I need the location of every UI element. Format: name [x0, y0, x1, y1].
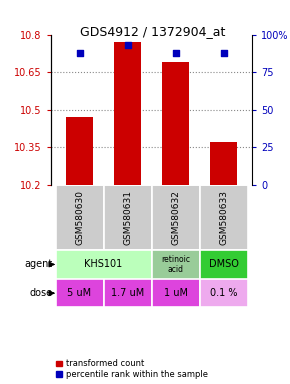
- Text: DMSO: DMSO: [209, 260, 238, 270]
- Bar: [152, 279, 200, 307]
- Point: [221, 50, 226, 56]
- Bar: [210, 142, 237, 185]
- Bar: [104, 185, 151, 250]
- Bar: [200, 279, 247, 307]
- Text: 1 uM: 1 uM: [164, 288, 188, 298]
- Bar: [56, 185, 104, 250]
- Bar: [56, 250, 152, 279]
- Bar: [152, 185, 200, 250]
- Point: [173, 50, 178, 56]
- Bar: [104, 279, 151, 307]
- Text: 1.7 uM: 1.7 uM: [111, 288, 144, 298]
- Bar: [56, 279, 104, 307]
- Text: dose: dose: [29, 288, 52, 298]
- Text: GSM580633: GSM580633: [219, 190, 228, 245]
- Bar: [114, 42, 141, 185]
- Point: [125, 42, 130, 48]
- Text: GSM580630: GSM580630: [75, 190, 84, 245]
- Text: agent: agent: [24, 260, 52, 270]
- Bar: [66, 118, 93, 185]
- Bar: [152, 250, 200, 279]
- Text: GSM580632: GSM580632: [171, 190, 180, 245]
- Bar: [162, 62, 189, 185]
- Point: [77, 50, 82, 56]
- Text: retinoic
acid: retinoic acid: [161, 255, 190, 274]
- Text: 5 uM: 5 uM: [68, 288, 92, 298]
- Bar: [200, 250, 247, 279]
- Text: 0.1 %: 0.1 %: [210, 288, 237, 298]
- Text: GSM580631: GSM580631: [123, 190, 132, 245]
- Legend: transformed count, percentile rank within the sample: transformed count, percentile rank withi…: [55, 359, 209, 380]
- Text: KHS101: KHS101: [84, 260, 123, 270]
- Text: GDS4912 / 1372904_at: GDS4912 / 1372904_at: [79, 25, 225, 38]
- Bar: [200, 185, 247, 250]
